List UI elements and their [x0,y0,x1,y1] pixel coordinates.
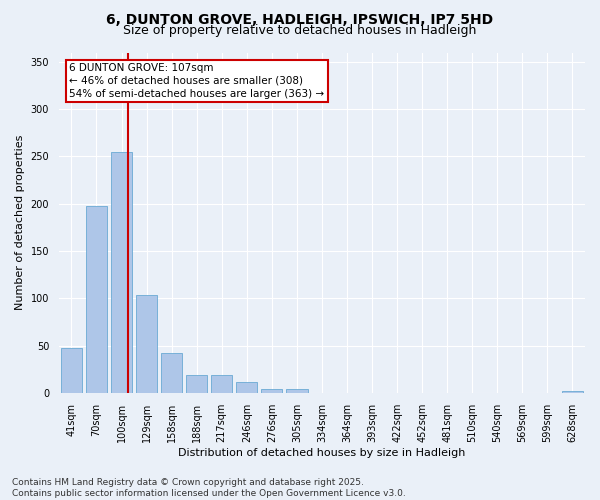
Bar [211,375,232,393]
Bar [86,206,107,393]
Y-axis label: Number of detached properties: Number of detached properties [15,135,25,310]
Bar [236,382,257,393]
Bar [186,375,208,393]
Bar [61,348,82,393]
Text: Contains HM Land Registry data © Crown copyright and database right 2025.
Contai: Contains HM Land Registry data © Crown c… [12,478,406,498]
Text: Size of property relative to detached houses in Hadleigh: Size of property relative to detached ho… [124,24,476,37]
Text: 6, DUNTON GROVE, HADLEIGH, IPSWICH, IP7 5HD: 6, DUNTON GROVE, HADLEIGH, IPSWICH, IP7 … [106,12,494,26]
X-axis label: Distribution of detached houses by size in Hadleigh: Distribution of detached houses by size … [178,448,466,458]
Bar [161,353,182,393]
Text: 6 DUNTON GROVE: 107sqm
← 46% of detached houses are smaller (308)
54% of semi-de: 6 DUNTON GROVE: 107sqm ← 46% of detached… [70,62,325,99]
Bar [261,389,283,393]
Bar [286,389,308,393]
Bar [111,152,132,393]
Bar [136,294,157,393]
Bar [562,391,583,393]
